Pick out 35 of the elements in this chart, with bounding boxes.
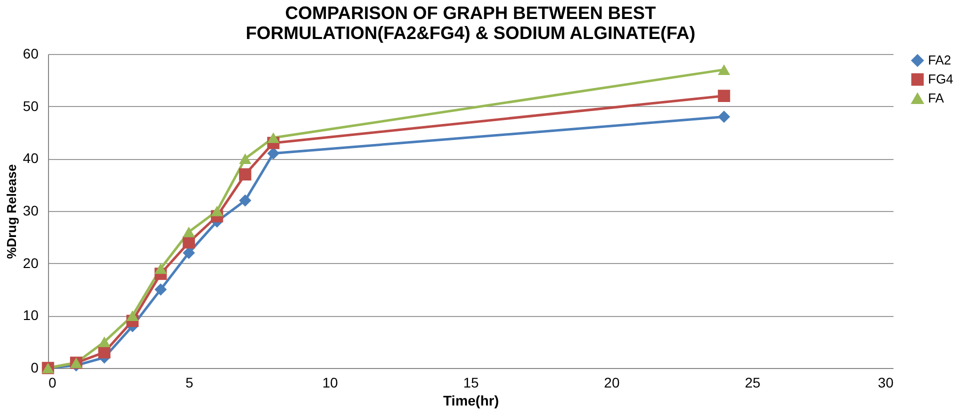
x-axis-title: Time(hr) bbox=[443, 392, 499, 408]
legend-label: FA2 bbox=[928, 52, 952, 68]
point bbox=[154, 283, 167, 296]
point bbox=[267, 132, 280, 144]
legend-label: FA bbox=[928, 90, 944, 106]
x-tick-label: 25 bbox=[744, 374, 761, 390]
x-tick-label: 10 bbox=[322, 374, 338, 390]
y-tick-label: 60 bbox=[22, 46, 39, 62]
x-tick-label: 30 bbox=[878, 374, 894, 390]
point bbox=[239, 194, 252, 207]
point bbox=[239, 168, 252, 180]
point bbox=[718, 90, 730, 102]
point bbox=[718, 64, 730, 76]
x-tick-label: 15 bbox=[463, 374, 479, 390]
x-tick-label: 0 bbox=[48, 374, 56, 390]
x-tick-label: 5 bbox=[185, 374, 194, 390]
point bbox=[154, 263, 167, 274]
y-tick-label: 0 bbox=[30, 360, 39, 376]
y-tick-label: 10 bbox=[22, 307, 39, 324]
point bbox=[98, 346, 110, 358]
point bbox=[718, 110, 730, 123]
x-tick-label: 20 bbox=[604, 374, 620, 390]
point bbox=[210, 206, 224, 216]
point bbox=[239, 153, 252, 164]
chart-title: COMPARISON OF GRAPH BETWEEN BEST FORMULATION(FA2&FG4) & SODIUM ALGINATE(FA) bbox=[246, 3, 696, 43]
legend-label: FG4 bbox=[928, 72, 954, 86]
point bbox=[182, 236, 195, 249]
point bbox=[98, 336, 110, 348]
y-tick-label: 30 bbox=[22, 202, 39, 218]
y-tick-label: 50 bbox=[22, 98, 39, 114]
y-axis-title: %Drug Release bbox=[4, 164, 19, 259]
y-tick-label: 20 bbox=[22, 254, 39, 271]
point bbox=[182, 226, 195, 238]
y-tick-label: 40 bbox=[22, 150, 39, 166]
point bbox=[126, 310, 139, 321]
